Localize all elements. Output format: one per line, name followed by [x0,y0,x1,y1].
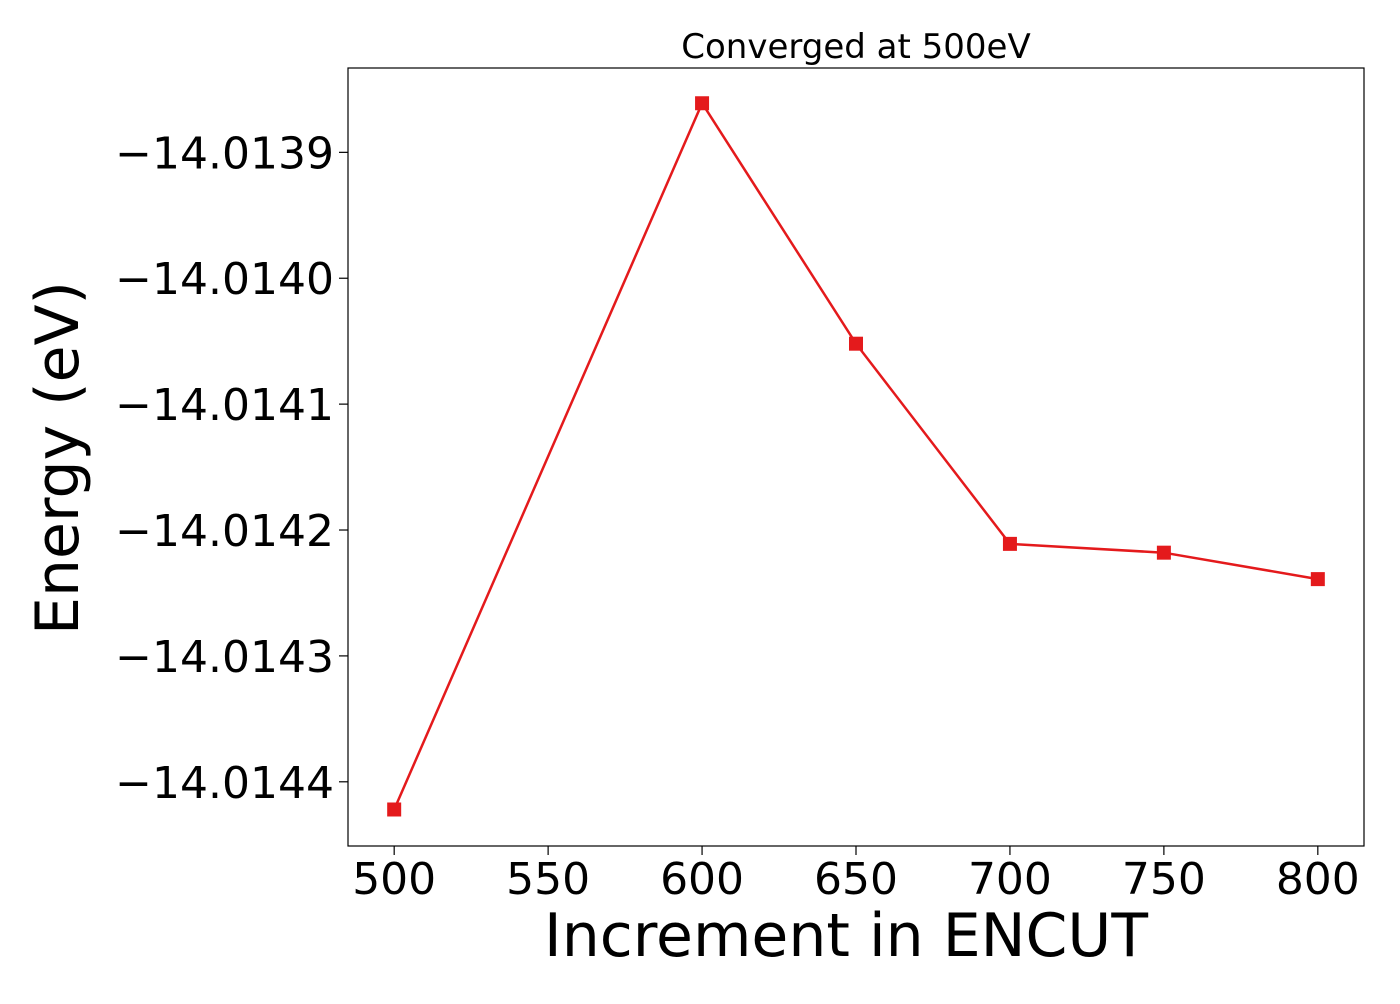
data-point-marker [1002,536,1017,551]
chart-title: Converged at 500eV [681,27,1030,67]
axes-layer: 500 550 600 650 700 750 800 −14.0139 −14.0140 −14… [115,67,1365,905]
x-tick-label: 750 [1122,854,1206,905]
data-point-marker [695,96,710,111]
data-point-marker [387,802,402,817]
y-tick-label: −14.0144 [115,758,334,809]
x-tick-label: 650 [814,854,898,905]
y-tick-label: −14.0139 [115,128,334,179]
x-tick-label: 700 [968,854,1052,905]
plot-frame [347,67,1365,847]
x-tick-label: 800 [1276,854,1360,905]
y-tick-label: −14.0141 [115,380,334,431]
x-tick-label: 500 [352,854,436,905]
series-line [393,100,1319,810]
x-tick-label: 550 [506,854,590,905]
y-axis-label: Energy (eV) [23,281,93,635]
data-point-marker [1310,572,1325,587]
y-tick-label: −14.0142 [115,506,334,557]
data-point-marker [1156,545,1171,560]
series-layer [387,96,1325,817]
x-tick-label: 600 [660,854,744,905]
x-axis-label: Increment in ENCUT [544,901,1148,971]
data-point-marker [849,336,863,351]
y-tick-label: −14.0140 [115,254,334,305]
y-tick-label: −14.0143 [115,632,334,683]
